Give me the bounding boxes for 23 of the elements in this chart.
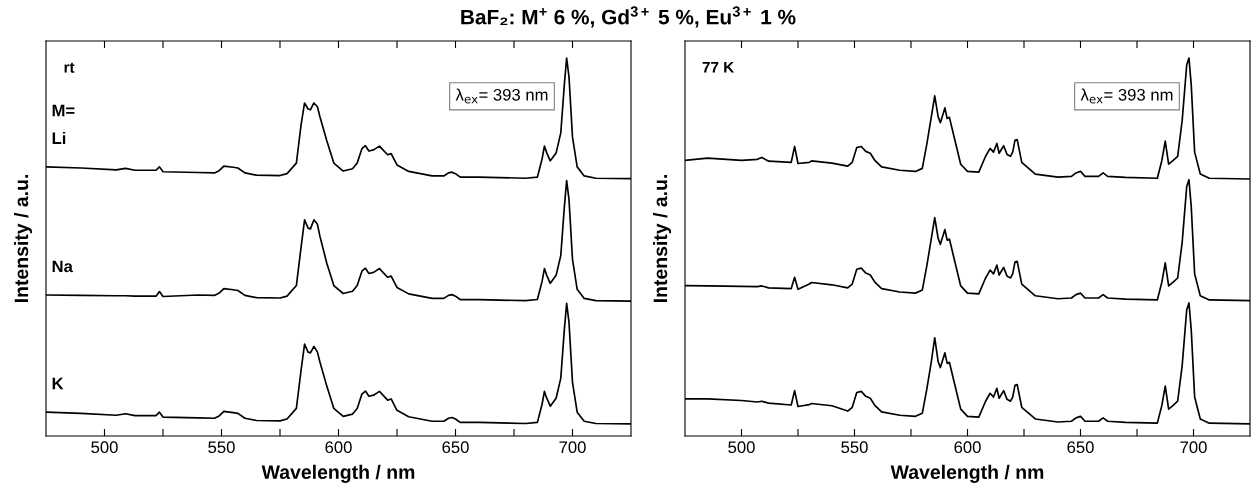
x-tick-label: 600 [325,441,352,454]
x-tick-label: 650 [442,441,469,454]
x-tick-label: 550 [208,441,235,454]
annotation: 77 K [702,62,735,73]
annotation: λ$_{ex}$= 393 nm [455,88,548,104]
series-label: Na [52,260,73,273]
x-tick-label: 500 [91,441,118,454]
x-tick-label: 650 [1067,441,1094,454]
series-label: K [52,377,64,390]
series-label: Li [52,131,66,144]
annotation: rt [64,62,75,73]
x-tick-label: 700 [1180,441,1207,454]
annotation: λ$_{ex}$= 393 nm [1080,88,1173,104]
chart-title: BaF₂: M$^{+}$ 6 %, Gd$^{3+}$ 5 %, Eu$^{3+}$ 1 % [461,6,796,28]
y-axis-title: Intensity / a.u. [13,175,33,303]
x-tick-label: 500 [728,441,755,454]
x-axis-title: Wavelength / nm [890,464,1044,483]
x-tick-label: 700 [559,441,586,454]
x-axis-title: Wavelength / nm [261,464,415,483]
y-axis-title: Intensity / a.u. [652,175,672,303]
annotation: M= [52,104,75,117]
x-tick-label: 550 [841,441,868,454]
x-tick-label: 600 [954,441,981,454]
